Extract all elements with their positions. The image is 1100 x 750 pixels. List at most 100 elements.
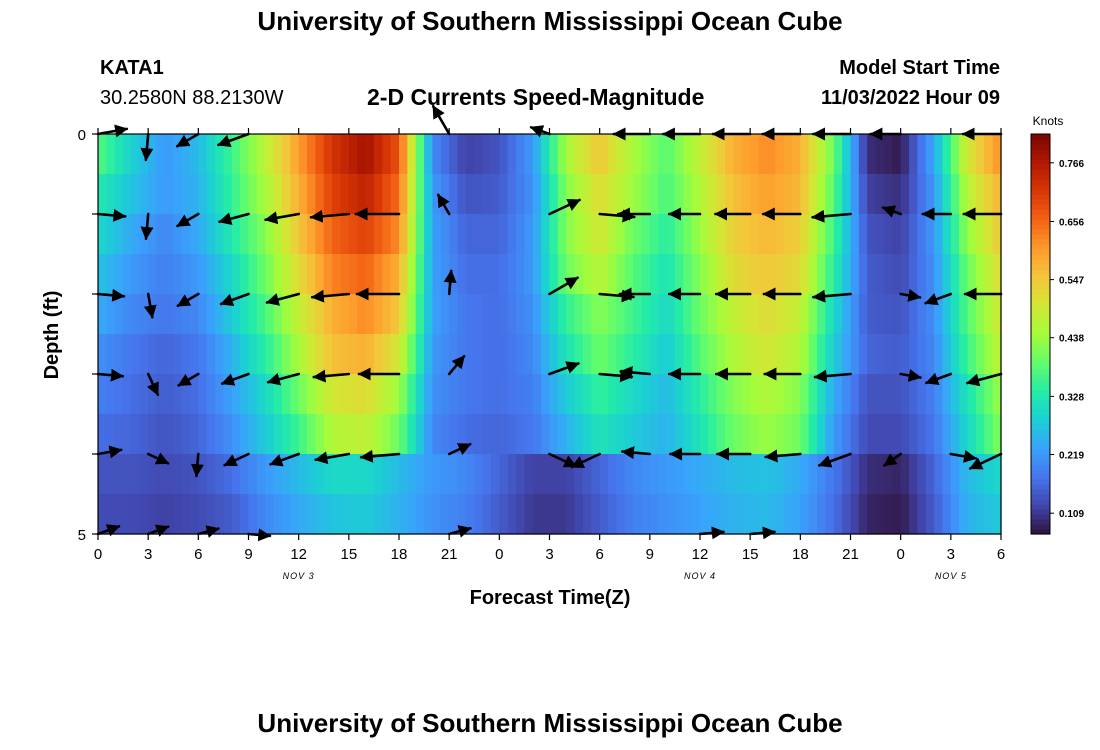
heatmap-cell	[164, 454, 174, 495]
heatmap-cell	[307, 494, 316, 535]
heatmap-cell	[766, 414, 776, 455]
heatmap-cell	[700, 374, 709, 415]
heatmap-cell	[332, 134, 342, 175]
heatmap-cell	[474, 214, 484, 255]
heatmap-cell	[382, 214, 392, 255]
heatmap-cell	[691, 294, 701, 335]
heatmap-cell	[716, 494, 726, 535]
heatmap-cell	[674, 294, 684, 335]
heatmap-cell	[875, 414, 885, 455]
heatmap-cell	[649, 374, 659, 415]
heatmap-cell	[507, 294, 517, 335]
heatmap-cell	[532, 174, 542, 215]
heatmap-cell	[164, 134, 174, 175]
heatmap-cell	[348, 334, 358, 375]
heatmap-cell	[298, 414, 308, 455]
heatmap-cell	[875, 494, 885, 535]
heatmap-cell	[499, 254, 509, 295]
x-tick-label: 21	[441, 546, 458, 563]
x-tick-label: 0	[94, 546, 102, 563]
heatmap-cell	[766, 454, 776, 495]
colorbar-segment	[1031, 409, 1050, 415]
heatmap-cell	[599, 174, 609, 215]
heatmap-cell	[365, 254, 375, 295]
heatmap-cell	[240, 454, 250, 495]
heatmap-cell	[399, 374, 408, 415]
heatmap-cell	[791, 494, 801, 535]
heatmap-cell	[424, 214, 434, 255]
heatmap-cell	[457, 214, 467, 255]
heatmap-cell	[248, 494, 258, 535]
heatmap-cell	[449, 494, 459, 535]
heatmap-cell	[290, 494, 300, 535]
heatmap-cell	[942, 374, 952, 415]
colorbar-border	[1030, 133, 1051, 535]
heatmap-cell	[440, 414, 450, 455]
heatmap-cell	[440, 494, 450, 535]
heatmap-cell	[373, 414, 383, 455]
colorbar-segment	[1031, 224, 1050, 230]
heatmap-cell	[917, 134, 927, 175]
current-vector-arrow	[881, 205, 903, 218]
heatmap-cell	[557, 174, 567, 215]
heatmap-cell	[173, 214, 183, 255]
heatmap-cell	[666, 294, 676, 335]
heatmap-cell	[633, 254, 643, 295]
heatmap-cell	[482, 414, 492, 455]
heatmap-cell	[850, 254, 860, 295]
heatmap-cell	[917, 174, 927, 215]
heatmap-cell	[156, 174, 166, 215]
colorbar-segment	[1031, 354, 1050, 360]
heatmap-cell	[733, 174, 743, 215]
colorbar-segment	[1031, 169, 1050, 175]
heatmap-cell	[557, 414, 567, 455]
heatmap-cell	[516, 174, 526, 215]
heatmap-cell	[892, 334, 902, 375]
colorbar-tick-label: 0.109	[1059, 509, 1084, 520]
heatmap-cell	[850, 294, 860, 335]
heatmap-cell	[315, 374, 325, 415]
current-vector-arrow	[146, 452, 170, 465]
heatmap-cell	[240, 254, 250, 295]
heatmap-cell	[415, 174, 425, 215]
heatmap-cell	[524, 414, 534, 455]
heatmap-cell	[817, 254, 827, 295]
colorbar-segment	[1031, 469, 1050, 475]
heatmap-cell	[582, 374, 592, 415]
heatmap-cell	[674, 454, 684, 495]
heatmap-cell	[825, 414, 835, 455]
heatmap-cell	[223, 254, 233, 295]
heatmap-cell	[591, 494, 601, 535]
current-vector-arrow	[223, 452, 250, 467]
heatmap-cell	[633, 454, 643, 495]
heatmap-cell	[800, 134, 810, 175]
heatmap-cell	[875, 374, 885, 415]
heatmap-cell	[725, 334, 735, 375]
heatmap-cell	[181, 134, 191, 175]
heatmap-cell	[633, 374, 643, 415]
heatmap-cell	[181, 374, 191, 415]
heatmap-cell	[925, 334, 935, 375]
colorbar-segment	[1031, 189, 1050, 195]
heatmap-cell	[323, 294, 333, 335]
heatmap-cell	[490, 134, 500, 175]
heatmap-cell	[725, 174, 735, 215]
heatmap-cell	[641, 494, 651, 535]
heatmap-cell	[942, 454, 952, 495]
heatmap-cell	[123, 454, 133, 495]
current-vector-arrow	[310, 289, 351, 303]
heatmap-cell	[909, 134, 918, 175]
heatmap-cell	[449, 334, 459, 375]
heatmap-cell	[532, 214, 542, 255]
colorbar-segment	[1031, 229, 1050, 235]
heatmap-cell	[164, 374, 174, 415]
heatmap-cell	[934, 494, 944, 535]
heatmap-cell	[273, 294, 283, 335]
heatmap-cell	[808, 254, 818, 295]
colorbar-segment	[1031, 294, 1050, 300]
heatmap-cell	[574, 294, 584, 335]
current-vector-arrow	[813, 369, 852, 383]
heatmap-cell	[850, 214, 860, 255]
heatmap-cell	[348, 454, 358, 495]
current-vector-arrow	[447, 442, 472, 456]
